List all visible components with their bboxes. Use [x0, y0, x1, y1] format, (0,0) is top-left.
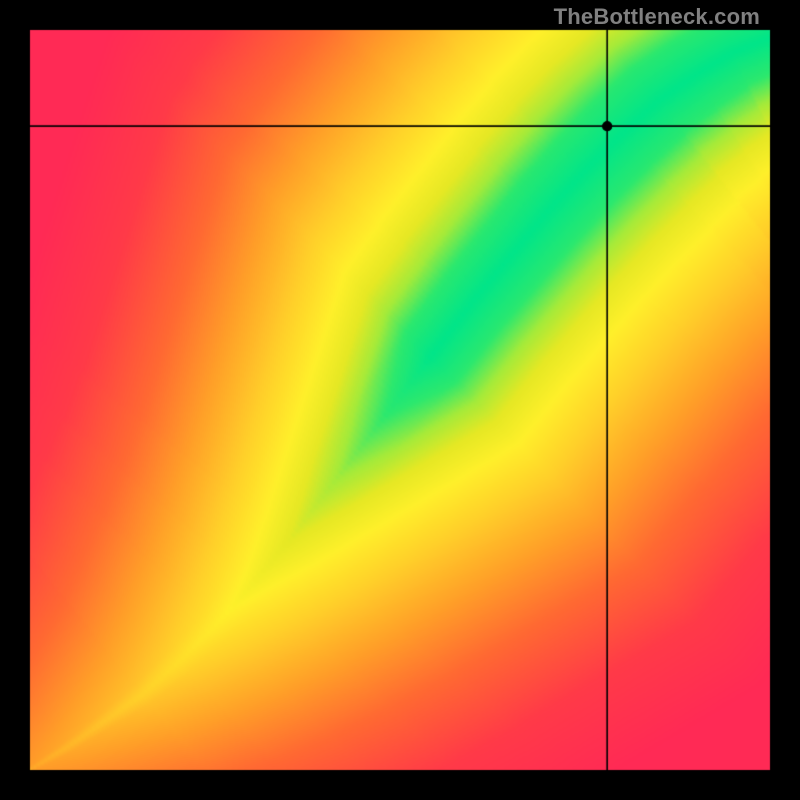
bottleneck-heatmap [0, 0, 800, 800]
watermark-label: TheBottleneck.com [554, 4, 760, 30]
